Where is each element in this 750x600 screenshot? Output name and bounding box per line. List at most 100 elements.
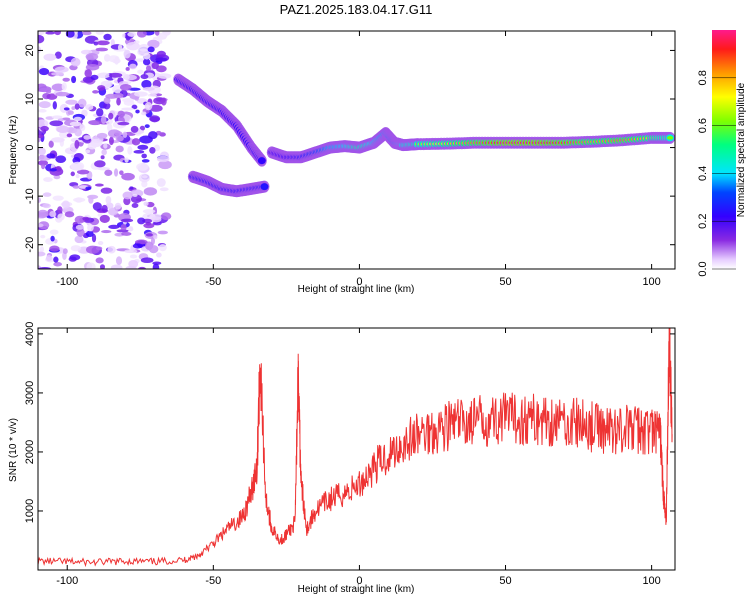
noise-cell (108, 224, 120, 229)
noise-cell (104, 82, 111, 88)
noise-cell (38, 101, 51, 109)
noise-cell (49, 229, 59, 235)
noise-cell (85, 53, 99, 61)
y-tick-label: -10 (24, 188, 36, 204)
noise-cell (116, 97, 121, 106)
noise-cell (137, 144, 149, 150)
noise-cell (92, 90, 99, 94)
noise-cell (96, 132, 108, 139)
noise-cell (120, 218, 134, 223)
noise-cell (76, 169, 90, 175)
noise-cell (134, 96, 139, 101)
noise-cell (70, 245, 82, 252)
noise-cell (159, 187, 169, 192)
noise-cell (85, 186, 92, 191)
colorbar: 0.0 0.2 0.4 0.6 0.8 Normalized spectral ampl… (697, 30, 747, 277)
noise-cell (103, 33, 112, 41)
noise-cell (38, 251, 46, 257)
noise-cell (62, 77, 70, 82)
noise-cell (49, 168, 57, 172)
noise-cell (140, 257, 154, 264)
noise-cell (96, 167, 110, 171)
noise-cell (103, 143, 108, 149)
noise-cell (124, 157, 129, 163)
noise-cell (157, 230, 168, 235)
noise-cell (127, 227, 134, 232)
noise-cell (57, 213, 65, 221)
noise-cell (115, 145, 124, 153)
x-tick-label: -100 (56, 575, 78, 587)
noise-cell (108, 136, 114, 146)
noise-cell (65, 31, 75, 38)
noise-cell (138, 51, 145, 55)
noise-cell (119, 84, 132, 91)
y-tick-label: -20 (24, 237, 36, 253)
noise-cell (85, 63, 100, 71)
noise-cell (96, 108, 104, 117)
x-tick-label: 0 (356, 276, 362, 288)
noise-cell (61, 117, 71, 121)
x-tick-label: 100 (642, 276, 660, 288)
x-tick-label: 0 (356, 575, 362, 587)
noise-cell (149, 147, 156, 154)
noise-cell (38, 160, 49, 166)
noise-cell (99, 214, 110, 223)
noise-cell (51, 137, 65, 143)
noise-cell (38, 68, 50, 76)
noise-cell (100, 116, 107, 124)
noise-cell (141, 111, 147, 116)
noise-cell (38, 31, 45, 36)
noise-cell (73, 116, 82, 122)
noise-cell (141, 175, 148, 179)
noise-cell (38, 34, 45, 44)
noise-cell (114, 131, 123, 137)
noise-cell (143, 222, 155, 229)
noise-cell (107, 123, 113, 132)
noise-cell (113, 168, 119, 177)
noise-cell (56, 125, 70, 133)
colorbar-gradient (712, 30, 736, 269)
noise-cell (117, 110, 125, 118)
y-tick-label: 10 (24, 93, 36, 105)
y-tick-label: 20 (24, 44, 36, 56)
noise-cell (125, 67, 130, 71)
noise-cell (39, 246, 44, 253)
noise-cell (74, 215, 86, 224)
noise-cell (96, 40, 110, 46)
noise-cell (61, 82, 67, 91)
noise-cell (157, 73, 172, 79)
noise-cell (55, 155, 67, 163)
noise-cell (38, 209, 49, 218)
noise-cell (115, 256, 123, 266)
x-tick-label: -50 (205, 575, 221, 587)
bottom-x-axis: -100 -50 0 50 100 (56, 328, 661, 587)
noise-cell (158, 244, 167, 252)
noise-cell (136, 163, 149, 171)
colorbar-axis: 0.0 0.2 0.4 0.6 0.8 (697, 70, 736, 277)
noise-cell (51, 71, 64, 76)
noise-cell (55, 91, 70, 97)
noise-cell (38, 197, 41, 204)
x-tick-label: -100 (56, 276, 78, 288)
noise-cell (152, 263, 160, 269)
noise-cell (74, 128, 82, 137)
noise-cell (128, 259, 139, 269)
noise-cell (131, 138, 141, 146)
noise-cell (132, 243, 143, 249)
noise-cell (59, 103, 69, 113)
noise-cell (131, 203, 139, 208)
noise-cell (82, 31, 92, 36)
noise-cell (43, 53, 57, 61)
bottom-y-axis-label: SNR (10 * v/v) (8, 418, 19, 482)
lower-branch-core (261, 184, 268, 189)
colorbar-tick-label: 0.2 (697, 214, 709, 229)
noise-cell (156, 252, 162, 258)
top-y-axis: -20 -10 0 10 20 (24, 44, 675, 253)
x-tick-label: 50 (499, 575, 511, 587)
noise-cell (45, 31, 56, 35)
noise-cell (84, 69, 93, 78)
noise-cell (97, 85, 106, 91)
noise-cell (145, 233, 154, 237)
noise-cell (87, 142, 97, 150)
noise-cell (86, 262, 96, 269)
